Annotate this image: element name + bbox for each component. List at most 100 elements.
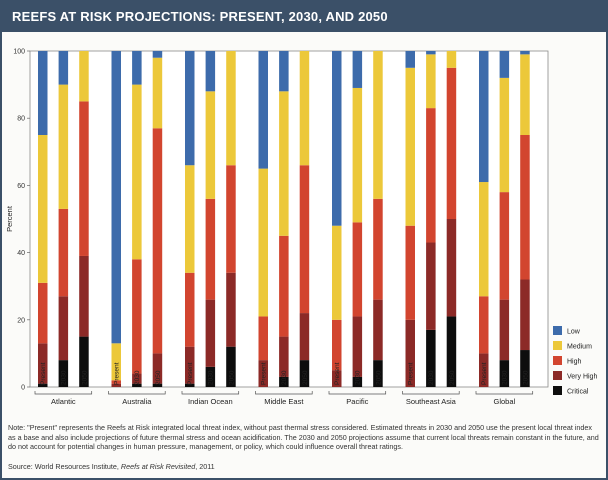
bar-segment-medium <box>499 77 510 193</box>
region-bracket <box>475 391 534 395</box>
bar-segment-low <box>58 51 69 85</box>
bar-segment-very-high <box>152 353 163 384</box>
region-label: Middle East <box>264 397 304 406</box>
legend-swatch <box>553 341 562 350</box>
bar-segment-medium <box>132 84 142 260</box>
bar-segment-medium <box>258 168 268 317</box>
region-label: Australia <box>122 397 152 406</box>
bar-segment-medium <box>38 135 48 283</box>
bar-segment-very-high <box>352 316 363 377</box>
bar-segment-critical <box>152 383 163 387</box>
bar-label: 2030 <box>281 370 288 385</box>
bar-segment-medium <box>446 51 457 68</box>
bar-label: 2030 <box>355 370 362 385</box>
bar-label: 2050 <box>522 370 529 385</box>
legend-swatch <box>553 326 562 335</box>
bar-segment-very-high <box>185 346 195 384</box>
bar-segment-low <box>520 51 530 55</box>
bar-segment-critical <box>205 366 216 387</box>
bar-segment-high <box>373 198 383 300</box>
bar-label: 2050 <box>302 370 309 385</box>
bar-segment-medium <box>279 91 289 236</box>
region-bracket <box>34 391 93 395</box>
legend-label: High <box>567 359 582 366</box>
bar-segment-low <box>258 51 268 169</box>
bar-segment-very-high <box>520 279 530 351</box>
bar-label: 2030 <box>134 370 141 385</box>
bar-segment-very-high <box>38 343 48 384</box>
region-label: Indian Ocean <box>188 397 233 406</box>
bar-segment-medium <box>152 57 163 129</box>
bar-segment-very-high <box>446 219 457 317</box>
bar-segment-very-high <box>226 272 236 347</box>
bar-segment-low <box>185 51 195 166</box>
bar-segment-high <box>299 165 310 314</box>
bar-segment-high <box>499 192 510 300</box>
bar-label: 2030 <box>428 370 435 385</box>
region-bracket <box>181 391 240 395</box>
bar-label: 2050 <box>228 370 235 385</box>
legend-swatch <box>553 371 562 380</box>
bar-segment-critical <box>373 360 383 387</box>
bar-segment-very-high <box>258 360 268 387</box>
bar-segment-low <box>279 51 289 92</box>
bar-segment-low <box>352 51 363 88</box>
region-bracket <box>328 391 387 395</box>
bar-segment-high <box>279 235 289 337</box>
source-suffix: , 2011 <box>195 462 215 471</box>
bar-segment-very-high <box>405 319 415 387</box>
legend-label: Critical <box>567 389 589 396</box>
chart-note: Note: "Present" represents the Reefs at … <box>8 423 599 452</box>
bar-segment-critical <box>58 360 69 387</box>
bar-segment-high <box>446 67 457 219</box>
bar-label: 2050 <box>155 370 162 385</box>
bar-segment-low <box>405 51 415 68</box>
bar-segment-medium <box>426 54 436 109</box>
legend-swatch <box>553 386 562 395</box>
bar-segment-low <box>479 51 489 183</box>
legend-label: Low <box>567 329 581 336</box>
y-axis-label: Percent <box>5 205 14 232</box>
bar-segment-medium <box>520 54 530 135</box>
bar-segment-high <box>258 316 268 361</box>
bar-segment-medium <box>111 343 121 381</box>
y-tick-label: 80 <box>17 116 25 123</box>
bar-segment-very-high <box>58 296 69 361</box>
bar-segment-high <box>132 259 142 374</box>
bar-label: 2030 <box>61 370 68 385</box>
bar-label: 2050 <box>375 370 382 385</box>
bar-segment-medium <box>205 91 216 199</box>
region-label: Atlantic <box>51 397 76 406</box>
bar-segment-very-high <box>426 242 436 330</box>
legend-label: Very High <box>567 374 597 381</box>
bar-segment-low <box>132 51 142 85</box>
bar-segment-low <box>332 51 342 226</box>
bar-segment-medium <box>479 182 489 297</box>
bar-label: Present <box>187 362 194 385</box>
bar-segment-medium <box>373 51 383 199</box>
source-prefix: Source: World Resources Institute, <box>8 462 121 471</box>
bar-segment-high <box>352 222 363 317</box>
bar-segment-very-high <box>499 299 510 361</box>
bar-segment-very-high <box>132 373 142 384</box>
y-tick-label: 100 <box>13 49 25 56</box>
bar-segment-critical <box>185 383 195 387</box>
bar-segment-very-high <box>299 313 310 361</box>
bar-segment-high <box>332 319 342 371</box>
bar-segment-medium <box>299 51 310 166</box>
bar-segment-low <box>38 51 48 135</box>
bar-label: Present <box>481 362 488 385</box>
source-title: Reefs at Risk Revisited <box>120 462 196 471</box>
bar-segment-medium <box>332 225 342 320</box>
bar-segment-critical <box>79 336 89 387</box>
region-label: Global <box>494 397 516 406</box>
bar-segment-critical <box>426 329 436 387</box>
bar-label: 2050 <box>81 370 88 385</box>
bar-segment-high <box>226 165 236 273</box>
bar-segment-high <box>111 380 121 384</box>
y-tick-label: 20 <box>17 317 25 324</box>
bar-segment-very-high <box>111 383 121 387</box>
bar-segment-medium <box>58 84 69 209</box>
bar-label: 2030 <box>502 370 509 385</box>
bar-label: Present <box>334 362 341 385</box>
